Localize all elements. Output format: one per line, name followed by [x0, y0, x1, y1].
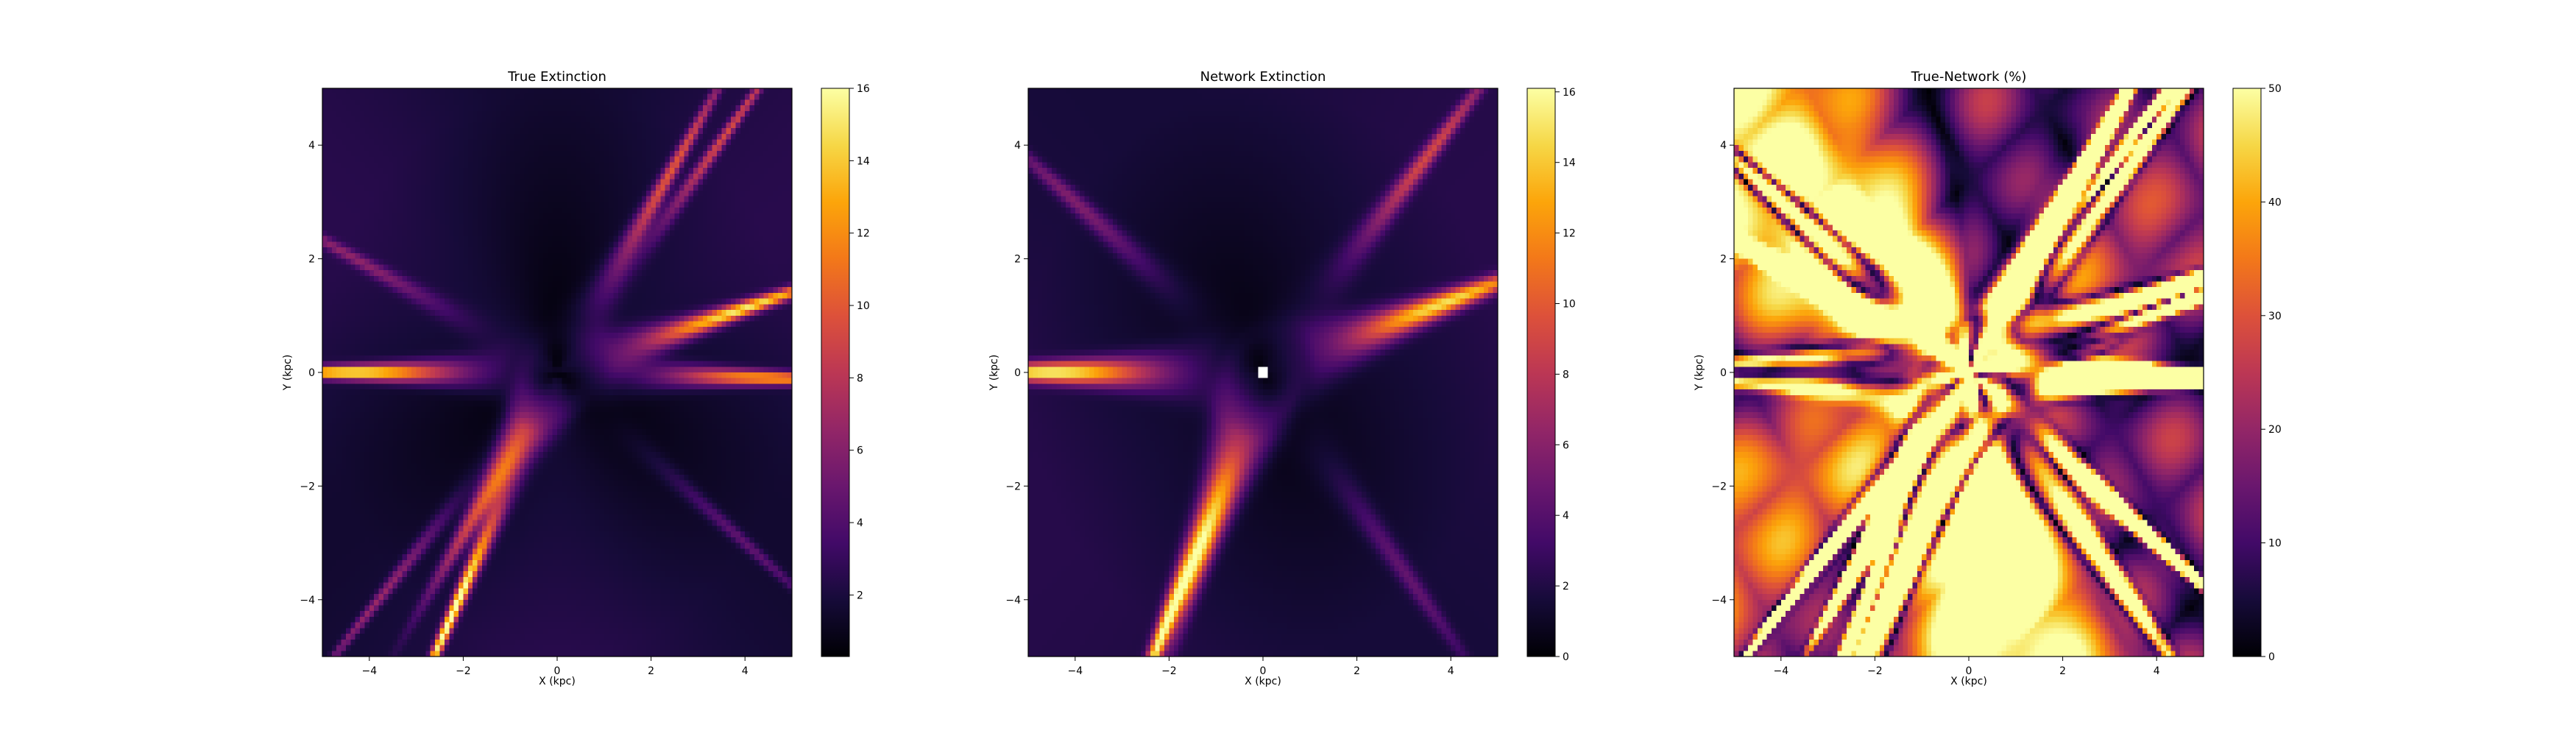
- x-tick-label: −4: [361, 665, 377, 677]
- colorbar-tick-label: 10: [2268, 538, 2282, 550]
- colorbar: [2232, 88, 2262, 657]
- x-tick-label: 4: [2154, 665, 2160, 677]
- x-axis-label: X (kpc): [1950, 676, 1987, 687]
- colorbar-tick-label: 4: [1563, 510, 1569, 522]
- y-tick-label: −2: [1711, 481, 1727, 492]
- colorbar-tick-label: 20: [2268, 424, 2282, 436]
- chart-title: Network Extinction: [1200, 69, 1326, 85]
- y-tick-label: 0: [308, 367, 315, 379]
- y-tick-label: 2: [1014, 254, 1021, 266]
- colorbar-tick-label: 2: [1563, 581, 1569, 592]
- colorbar-tick-label: 40: [2268, 197, 2282, 208]
- colorbar-tick-label: 50: [2268, 83, 2282, 95]
- y-axis-ticks: −4 −2 0 2 4: [1005, 140, 1028, 606]
- x-axis-ticks: −4 −2 0 2 4: [1773, 657, 2160, 677]
- y-tick-label: −4: [1005, 595, 1021, 606]
- colorbar-tick-label: 14: [857, 155, 870, 167]
- x-tick-label: 2: [1354, 665, 1360, 677]
- y-tick-label: 2: [1720, 254, 1727, 266]
- heatmap-image: [1028, 88, 1498, 657]
- y-axis-label: Y (kpc): [282, 355, 294, 392]
- x-tick-label: −4: [1773, 665, 1788, 677]
- x-tick-label: 4: [742, 665, 749, 677]
- x-tick-label: −4: [1067, 665, 1083, 677]
- chart-title: True-Network (%): [1911, 69, 2027, 85]
- y-axis-ticks: −4 −2 0 2 4: [1711, 140, 1734, 606]
- y-tick-label: −2: [1005, 481, 1021, 492]
- x-axis-label: X (kpc): [539, 676, 576, 687]
- y-axis-label: Y (kpc): [1694, 355, 1705, 392]
- heatmap-image: [322, 88, 792, 657]
- y-tick-label: 4: [1014, 140, 1021, 152]
- colorbar-tick-label: 14: [1563, 158, 1576, 169]
- colorbar-tick-label: 4: [857, 517, 863, 529]
- x-tick-label: 0: [554, 665, 561, 677]
- colorbar-tick-label: 10: [857, 300, 870, 312]
- y-tick-label: −2: [300, 481, 315, 492]
- y-tick-label: 4: [1720, 140, 1727, 152]
- y-tick-label: −4: [300, 595, 315, 606]
- colorbar-ticks: 0 2 4 6 8 10 12 14 16: [1555, 87, 1576, 663]
- colorbar-tick-label: 10: [1563, 298, 1576, 310]
- colorbar-tick-label: 16: [1563, 87, 1576, 99]
- panel-true-minus-network: True-Network (%) −4 −2 0 2 4 −4 −2 0 2 4 X (kpc)…: [1694, 69, 2282, 687]
- x-tick-label: 0: [1966, 665, 1972, 677]
- colorbar-tick-label: 2: [857, 590, 863, 601]
- colorbar-tick-label: 30: [2268, 311, 2282, 322]
- colorbar: [821, 88, 850, 657]
- y-tick-label: −4: [1711, 595, 1727, 606]
- x-tick-label: −2: [456, 665, 471, 677]
- colorbar-tick-label: 8: [857, 372, 863, 384]
- chart-title: True Extinction: [507, 69, 606, 85]
- x-tick-label: −2: [1161, 665, 1177, 677]
- y-axis-ticks: −4 −2 0 2 4: [300, 140, 322, 606]
- x-axis-ticks: −4 −2 0 2 4: [1067, 657, 1454, 677]
- colorbar-tick-label: 8: [1563, 369, 1569, 381]
- colorbar-ticks: 2 4 6 8 10 12 14 16: [849, 83, 870, 601]
- x-tick-label: −2: [1867, 665, 1883, 677]
- y-tick-label: 4: [308, 140, 315, 152]
- colorbar: [1526, 88, 1556, 657]
- x-axis-label: X (kpc): [1245, 676, 1281, 687]
- y-tick-label: 0: [1014, 367, 1021, 379]
- y-axis-label: Y (kpc): [988, 355, 1000, 392]
- x-tick-label: 2: [2059, 665, 2066, 677]
- x-tick-label: 2: [648, 665, 654, 677]
- y-tick-label: 0: [1720, 367, 1727, 379]
- x-tick-label: 4: [1448, 665, 1454, 677]
- colorbar-tick-label: 0: [2268, 651, 2275, 663]
- panel-network-extinction: Network Extinction −4 −2 0 2 4 −4 −2 0 2 4 X (kp…: [988, 69, 1576, 687]
- colorbar-tick-label: 16: [857, 83, 870, 95]
- y-tick-label: 2: [308, 254, 315, 266]
- colorbar-tick-label: 0: [1563, 651, 1569, 663]
- colorbar-tick-label: 12: [857, 228, 870, 240]
- heatmap-image: [1734, 88, 2204, 657]
- colorbar-tick-label: 12: [1563, 228, 1576, 240]
- colorbar-tick-label: 6: [1563, 439, 1569, 451]
- colorbar-ticks: 0 10 20 30 40 50: [2261, 83, 2282, 663]
- x-tick-label: 0: [1260, 665, 1267, 677]
- x-axis-ticks: −4 −2 0 2 4: [361, 657, 749, 677]
- colorbar-tick-label: 6: [857, 445, 863, 457]
